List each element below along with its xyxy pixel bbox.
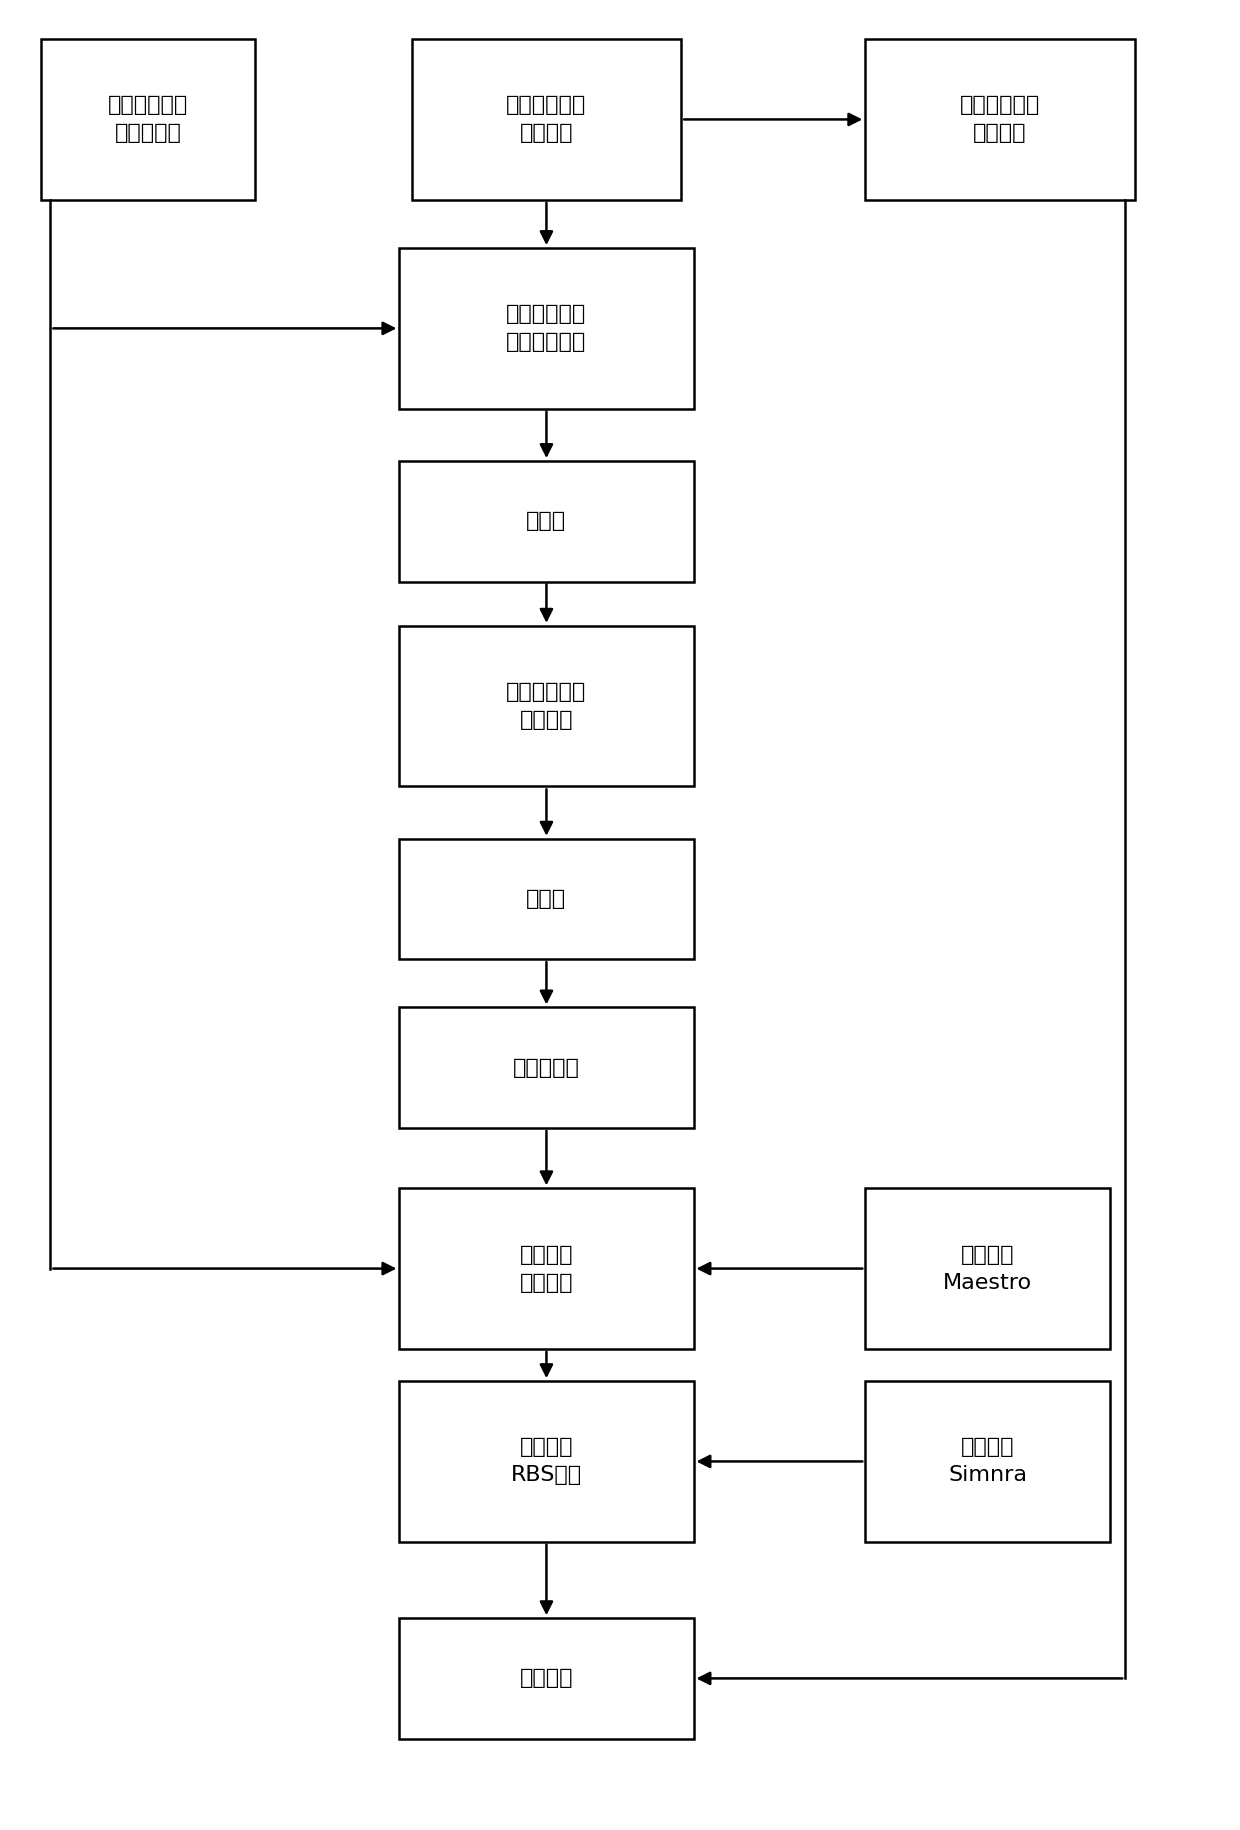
- Text: 分析结果: 分析结果: [520, 1669, 573, 1689]
- Bar: [866, 1382, 1111, 1543]
- Bar: [399, 1382, 693, 1543]
- Bar: [399, 1188, 693, 1349]
- Bar: [399, 461, 693, 582]
- Text: 抽真空: 抽真空: [526, 889, 567, 910]
- Text: 靶移动平台原
点位置确定: 靶移动平台原 点位置确定: [108, 95, 188, 143]
- Bar: [399, 1007, 693, 1127]
- Bar: [399, 838, 693, 959]
- Bar: [866, 1188, 1111, 1349]
- Text: 单点分析
Simnra: 单点分析 Simnra: [949, 1437, 1027, 1486]
- Bar: [399, 1618, 693, 1738]
- Bar: [866, 38, 1135, 199]
- Text: 脉冲位移转换
系数验证: 脉冲位移转换 系数验证: [960, 95, 1040, 143]
- Text: 束流在靶上的
初始坐标测量: 束流在靶上的 初始坐标测量: [506, 304, 587, 353]
- Text: 加速器出束: 加速器出束: [513, 1058, 580, 1078]
- Text: 单点测量
Maestro: 单点测量 Maestro: [944, 1244, 1033, 1292]
- Text: 能谱多点
连续测量: 能谱多点 连续测量: [520, 1244, 573, 1292]
- Bar: [399, 249, 693, 408]
- Bar: [399, 626, 693, 787]
- Text: 安装靶: 安装靶: [526, 511, 567, 531]
- Bar: [412, 38, 681, 199]
- Text: 能谱批量
RBS分析: 能谱批量 RBS分析: [511, 1437, 582, 1486]
- Text: 脉冲位移转换
系数刻度: 脉冲位移转换 系数刻度: [506, 95, 587, 143]
- Bar: [41, 38, 255, 199]
- Text: 待测靶分析点
坐标确定: 待测靶分析点 坐标确定: [506, 683, 587, 730]
